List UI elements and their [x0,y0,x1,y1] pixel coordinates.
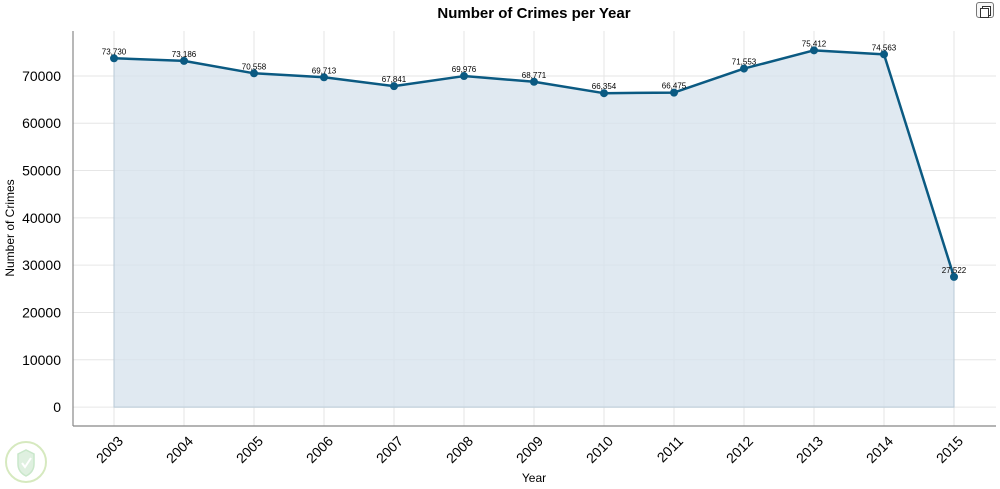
data-point [250,69,258,78]
y-tick-label: 60000 [22,115,61,131]
x-tick-label: 2012 [723,433,756,466]
y-axis-label: Number of Crimes [3,179,17,276]
data-label: 73,730 [102,47,127,56]
data-point [110,54,118,63]
y-tick-label: 40000 [22,210,61,226]
x-tick-label: 2010 [583,433,616,466]
area-fill [113,49,955,408]
data-point [320,73,328,82]
data-label: 70,558 [242,62,267,71]
data-label: 68,771 [522,71,547,80]
chart-title: Number of Crimes per Year [437,5,630,22]
x-tick-label: 2008 [443,433,476,466]
data-label: 66,354 [592,82,617,91]
data-label: 67,841 [382,75,407,84]
copy-icon-back [980,8,989,18]
logo-watermark [5,441,47,483]
x-tick-label: 2009 [513,433,546,466]
x-tick-label: 2014 [863,433,896,466]
x-tick-label: 2013 [793,433,826,466]
data-point [950,272,958,281]
data-label: 73,186 [172,50,197,59]
data-point [530,77,538,86]
data-label: 74,563 [872,43,897,52]
data-label: 27,522 [942,266,967,275]
x-tick-label: 2007 [373,433,406,466]
y-tick-label: 70000 [22,68,61,84]
y-tick-label: 30000 [22,257,61,273]
data-point [810,46,818,55]
data-point [600,89,608,98]
axes [72,31,996,427]
y-tick-label: 50000 [22,163,61,179]
x-tick-label: 2015 [933,433,966,466]
x-tick-label: 2005 [233,433,266,466]
x-tick-label: 2004 [163,433,196,466]
data-label: 69,713 [312,66,337,75]
points-layer [110,46,958,281]
x-tick-label: 2003 [93,433,126,466]
data-label: 66,475 [662,82,687,91]
data-point [180,56,188,65]
data-label: 75,412 [802,39,827,48]
data-point [670,88,678,97]
area-layer [113,49,956,408]
y-tick-label: 20000 [22,304,61,320]
x-axis-label: Year [522,471,546,485]
x-tick-label: 2006 [303,433,336,466]
data-labels-layer: 73,730 73,186 70,558 69,713 67,841 69,976 68,7… [102,39,967,275]
data-point [390,82,398,91]
x-tick-label: 2011 [654,433,687,466]
data-label: 69,976 [452,65,477,74]
copy-button[interactable] [976,2,994,18]
data-label: 71,553 [732,58,757,67]
y-tick-label: 10000 [22,352,61,368]
data-point [880,50,888,59]
data-point [460,72,468,81]
data-point [740,64,748,73]
y-tick-label: 0 [53,399,61,415]
